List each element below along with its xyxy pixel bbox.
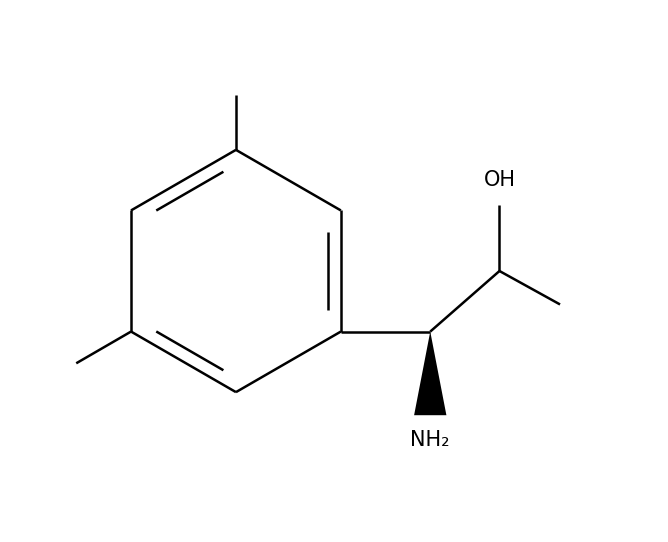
Polygon shape (414, 332, 446, 415)
Text: OH: OH (484, 170, 516, 190)
Text: NH₂: NH₂ (410, 430, 450, 450)
